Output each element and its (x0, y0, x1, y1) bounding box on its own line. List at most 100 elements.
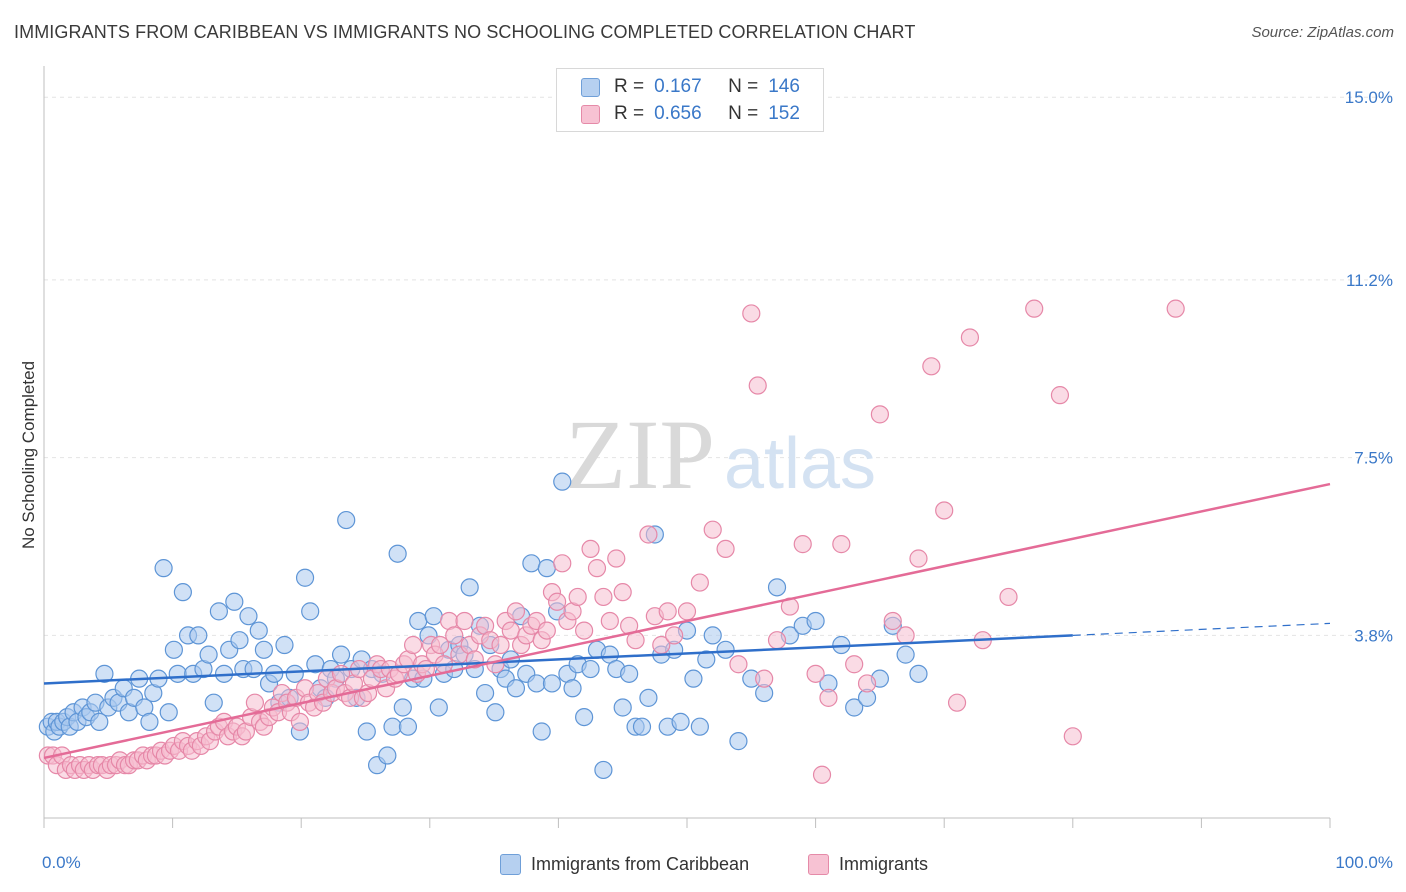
grid-lines (44, 96, 1392, 636)
legend-row-caribbean: R = 0.167 N = 146 (581, 75, 800, 99)
data-point (767, 631, 787, 650)
data-point (393, 698, 412, 717)
data-point (475, 683, 495, 703)
data-point (896, 626, 915, 645)
trend-line-immigrants (43, 482, 1331, 760)
data-point (665, 626, 684, 645)
data-point (748, 376, 767, 395)
data-point (249, 621, 268, 640)
data-point (1050, 386, 1070, 405)
data-point (620, 664, 639, 683)
data-point (613, 698, 632, 717)
data-point (522, 554, 541, 573)
legend-r-value: 0.656 (654, 103, 702, 124)
data-point (199, 645, 218, 664)
data-point (671, 712, 690, 731)
source-label: Source: ZipAtlas.com (1251, 24, 1394, 41)
y-tick-label: 3.8% (1354, 626, 1393, 645)
data-point (445, 626, 464, 645)
y-axis-label: No Schooling Completed (19, 361, 38, 549)
data-point (812, 765, 832, 784)
axes (43, 66, 1331, 828)
data-point (1025, 299, 1044, 318)
data-point (870, 405, 890, 424)
data-point (429, 698, 448, 717)
data-point (95, 664, 114, 683)
legend-n-label: N = (728, 103, 759, 124)
data-point (275, 635, 294, 655)
data-point (677, 602, 697, 621)
data-point (455, 611, 474, 631)
data-point (947, 693, 967, 712)
data-point (388, 544, 407, 563)
data-point (553, 554, 572, 573)
data-point (460, 578, 479, 597)
x-tick-label: 0.0% (42, 853, 81, 872)
data-point (491, 635, 510, 655)
data-point (716, 640, 735, 659)
data-point (658, 602, 677, 621)
data-point (729, 655, 748, 674)
data-point (568, 587, 587, 607)
data-point (607, 549, 626, 568)
data-point (1166, 299, 1185, 318)
data-point (613, 583, 632, 602)
data-point (542, 674, 562, 693)
trend-line-caribbean-extension (1072, 622, 1331, 637)
data-point (409, 611, 428, 631)
data-point (532, 722, 551, 741)
data-point (909, 549, 928, 568)
data-point (729, 732, 748, 751)
data-point (527, 674, 546, 693)
data-point (755, 669, 774, 688)
legend-swatch-blue (581, 77, 600, 97)
data-point (290, 712, 310, 731)
data-point (806, 611, 825, 631)
chart-title: IMMIGRANTS FROM CARIBBEAN VS IMMIGRANTS … (14, 22, 916, 42)
data-point (209, 602, 228, 621)
watermark-atlas: atlas (724, 424, 876, 504)
data-point (254, 640, 274, 659)
y-tick-label: 7.5% (1354, 449, 1393, 468)
data-point (506, 602, 526, 621)
data-point (896, 645, 915, 664)
data-point (90, 712, 109, 731)
data-point (159, 703, 178, 722)
data-point (245, 693, 265, 712)
legend-r-value: 0.167 (654, 76, 702, 97)
data-point (639, 688, 658, 707)
data-point (331, 645, 351, 664)
legend: R = 0.167 N = 146 R = 0.656 N = 152 (556, 68, 824, 132)
data-point (140, 712, 159, 731)
data-point (301, 602, 320, 621)
data-point (403, 635, 423, 655)
data-point (581, 659, 600, 679)
data-point (563, 679, 582, 698)
data-point (793, 535, 812, 554)
data-point (632, 717, 652, 736)
data-point (575, 621, 594, 640)
data-point (383, 717, 402, 736)
data-point (168, 664, 187, 683)
data-point (883, 611, 902, 631)
legend-n-value: 152 (768, 103, 800, 124)
legend-r-label: R = (614, 103, 645, 124)
data-point (832, 535, 851, 554)
data-point (845, 655, 864, 674)
data-point (239, 607, 258, 626)
data-point (594, 760, 613, 780)
data-point (684, 669, 703, 688)
data-point (909, 664, 928, 683)
data-point (600, 611, 619, 631)
y-tick-label: 15.0% (1345, 88, 1393, 107)
data-point (703, 626, 722, 645)
data-point (154, 559, 173, 578)
data-point (922, 357, 941, 376)
data-point (716, 539, 735, 559)
watermark-zip: ZIP (565, 399, 715, 510)
data-point (537, 559, 556, 578)
legend-n-value: 146 (768, 76, 800, 97)
data-point (857, 674, 877, 693)
legend-n-label: N = (728, 76, 759, 97)
data-point (173, 583, 192, 602)
